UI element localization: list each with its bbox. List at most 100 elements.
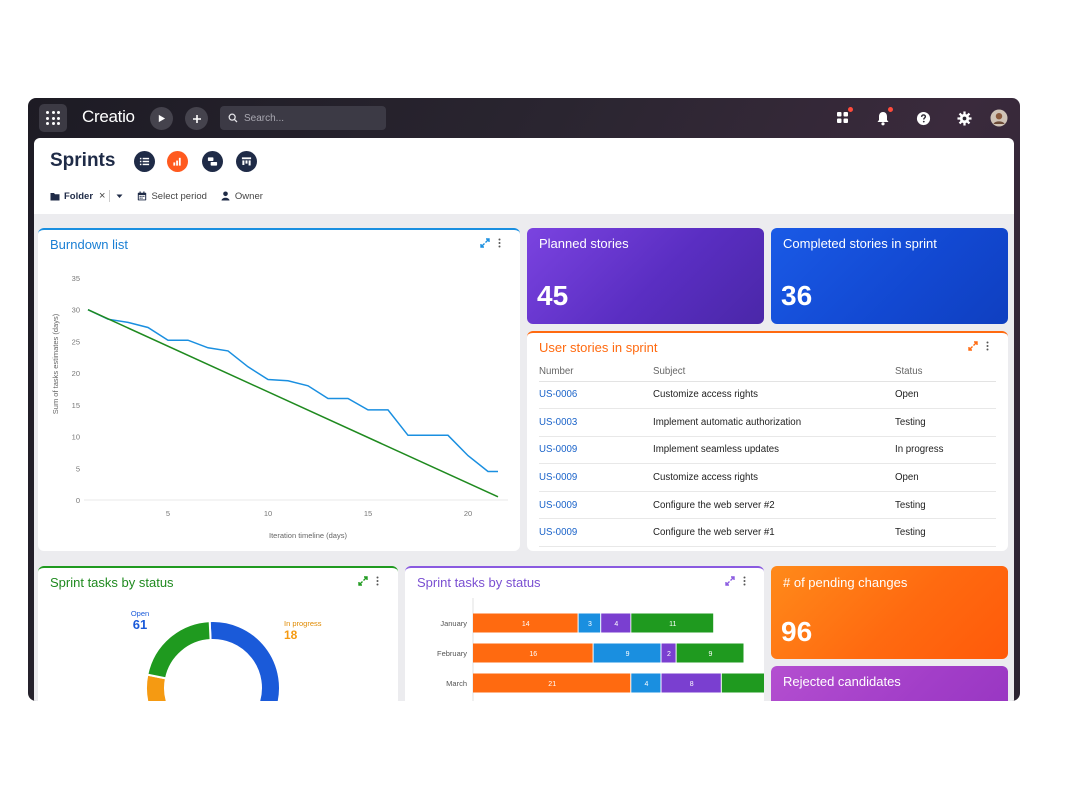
story-number-link[interactable]: US-0009	[539, 518, 653, 548]
bar-segment[interactable]	[661, 643, 676, 663]
expand-icon[interactable]	[480, 238, 490, 248]
run-process-button[interactable]	[150, 107, 173, 130]
column-header[interactable]: Number	[539, 363, 653, 382]
app-launcher-button[interactable]	[39, 104, 67, 132]
story-subject: Configure the web server #1	[653, 518, 895, 548]
pending-changes-metric[interactable]: # of pending changes 96	[771, 566, 1008, 659]
bar-segment[interactable]	[473, 643, 593, 663]
kanban-view-button[interactable]	[236, 151, 257, 172]
page-header: Sprints Folder × Select period	[34, 138, 1014, 214]
story-number-link[interactable]: US-0009	[539, 491, 653, 520]
x-tick-label: 15	[364, 509, 372, 518]
list-view-button[interactable]	[134, 151, 155, 172]
bar-segment[interactable]	[578, 613, 601, 633]
slice-value: 61	[133, 617, 147, 632]
column-header[interactable]: Subject	[653, 363, 895, 382]
more-options-icon[interactable]	[743, 576, 746, 586]
bar-segment[interactable]	[473, 673, 631, 693]
table-row[interactable]: US-0009 Customize access rights Open	[539, 463, 996, 492]
tasks-by-status-bar-card: Sprint tasks by status January 14 3 4 11 Febr…	[405, 566, 764, 701]
slice-label: Open	[131, 609, 149, 618]
y-tick-label: 20	[72, 369, 80, 378]
more-options-icon[interactable]	[498, 238, 501, 248]
kanban-icon	[241, 157, 252, 166]
period-filter[interactable]: Select period	[137, 190, 207, 202]
bar-segment[interactable]	[676, 643, 744, 663]
help-icon	[916, 111, 930, 125]
bar-value-label: 4	[614, 621, 618, 628]
dashboard-board: Burndown list Sum of tasks estimates (da…	[34, 214, 1014, 701]
bar-segment[interactable]	[473, 613, 578, 633]
table-row[interactable]: US-0009 Implement seamless updates In pr…	[539, 436, 996, 465]
ideal-burndown-line[interactable]	[87, 309, 499, 498]
burndown-chart: Sum of tasks estimates (days) Iteration …	[51, 274, 508, 540]
story-number-link[interactable]: US-0009	[539, 436, 653, 465]
story-subject: Configure the web server #2	[653, 491, 895, 520]
bar-segment[interactable]	[661, 673, 721, 693]
completed-stories-metric[interactable]: Completed stories in sprint 36	[771, 228, 1008, 324]
clear-icon[interactable]: ×	[99, 190, 106, 202]
app-window: Creatio	[28, 98, 1020, 701]
rejected-candidates-metric[interactable]: Rejected candidates	[771, 666, 1008, 701]
expand-icon[interactable]	[968, 341, 978, 351]
settings-button[interactable]	[954, 108, 974, 128]
dashboard-view-button[interactable]	[167, 151, 188, 172]
story-number-link[interactable]: US-0006	[539, 381, 653, 410]
period-filter-label: Select period	[151, 190, 207, 202]
bar-value-label: 11	[669, 621, 676, 628]
slice-value: 18	[284, 628, 298, 642]
bar-segment[interactable]	[721, 673, 764, 693]
donut-slice[interactable]	[146, 620, 212, 680]
calendar-icon	[138, 191, 147, 201]
tasks-by-status-donut-card: Sprint tasks by status Open 61 In progre…	[38, 566, 398, 701]
search-box[interactable]	[220, 106, 386, 130]
bar-value-label: 3	[588, 621, 592, 628]
actual-burndown-line[interactable]	[87, 309, 498, 473]
help-button[interactable]	[913, 108, 933, 128]
notifications-button[interactable]	[873, 107, 893, 128]
pending-changes-value: 96	[781, 616, 813, 647]
story-number-link[interactable]: US-0003	[539, 408, 653, 437]
expand-icon[interactable]	[358, 576, 368, 586]
bar-value-label: 14	[522, 621, 530, 628]
table-row[interactable]: US-0009 Configure the web server #1 Test…	[539, 518, 996, 548]
y-tick-label: 5	[76, 464, 80, 473]
more-options-icon[interactable]	[986, 341, 989, 351]
story-number-link[interactable]: US-0009	[539, 463, 653, 492]
grid-icon	[46, 111, 60, 125]
creatio-logo: Creatio	[82, 107, 135, 126]
table-row[interactable]: US-0009 Configure the web server #2 Test…	[539, 491, 996, 520]
y-tick-label: 35	[72, 274, 80, 283]
x-axis-label: Iteration timeline (days)	[269, 531, 347, 540]
notification-dot	[848, 107, 853, 112]
y-tick-label: 15	[72, 401, 80, 410]
user-stories-card: User stories in sprint Number Subject St…	[527, 331, 1008, 551]
add-button[interactable]	[185, 107, 208, 130]
planned-stories-metric[interactable]: Planned stories 45	[527, 228, 764, 324]
stacked-bar-chart: January143411February16929March214817	[437, 598, 764, 701]
bar-segment[interactable]	[631, 613, 714, 633]
board-view-button[interactable]	[202, 151, 223, 172]
person-icon	[221, 191, 230, 201]
owner-filter[interactable]: Owner	[221, 191, 263, 202]
column-header[interactable]: Status	[895, 363, 996, 382]
bar-value-label: 21	[548, 681, 556, 688]
plus-icon	[192, 114, 201, 123]
bar-value-label: 9	[626, 651, 630, 658]
table-row[interactable]: US-0006 Customize access rights Open	[539, 381, 996, 410]
folder-filter[interactable]: Folder ×	[50, 190, 123, 202]
expand-icon[interactable]	[725, 576, 735, 586]
search-input[interactable]	[244, 112, 374, 124]
table-row[interactable]: US-0003 Implement automatic authorizatio…	[539, 408, 996, 437]
donut-slice[interactable]	[173, 620, 282, 701]
chevron-down-icon[interactable]	[116, 194, 123, 199]
story-status: Open	[895, 463, 996, 492]
bar-segment[interactable]	[601, 613, 631, 633]
bar-segment[interactable]	[631, 673, 661, 693]
bell-icon	[877, 111, 889, 125]
user-avatar[interactable]	[989, 108, 1009, 128]
more-options-icon[interactable]	[376, 576, 379, 586]
bar-segment[interactable]	[593, 643, 661, 663]
category-label: February	[437, 649, 467, 658]
apps-notifications-button[interactable]	[833, 107, 853, 128]
